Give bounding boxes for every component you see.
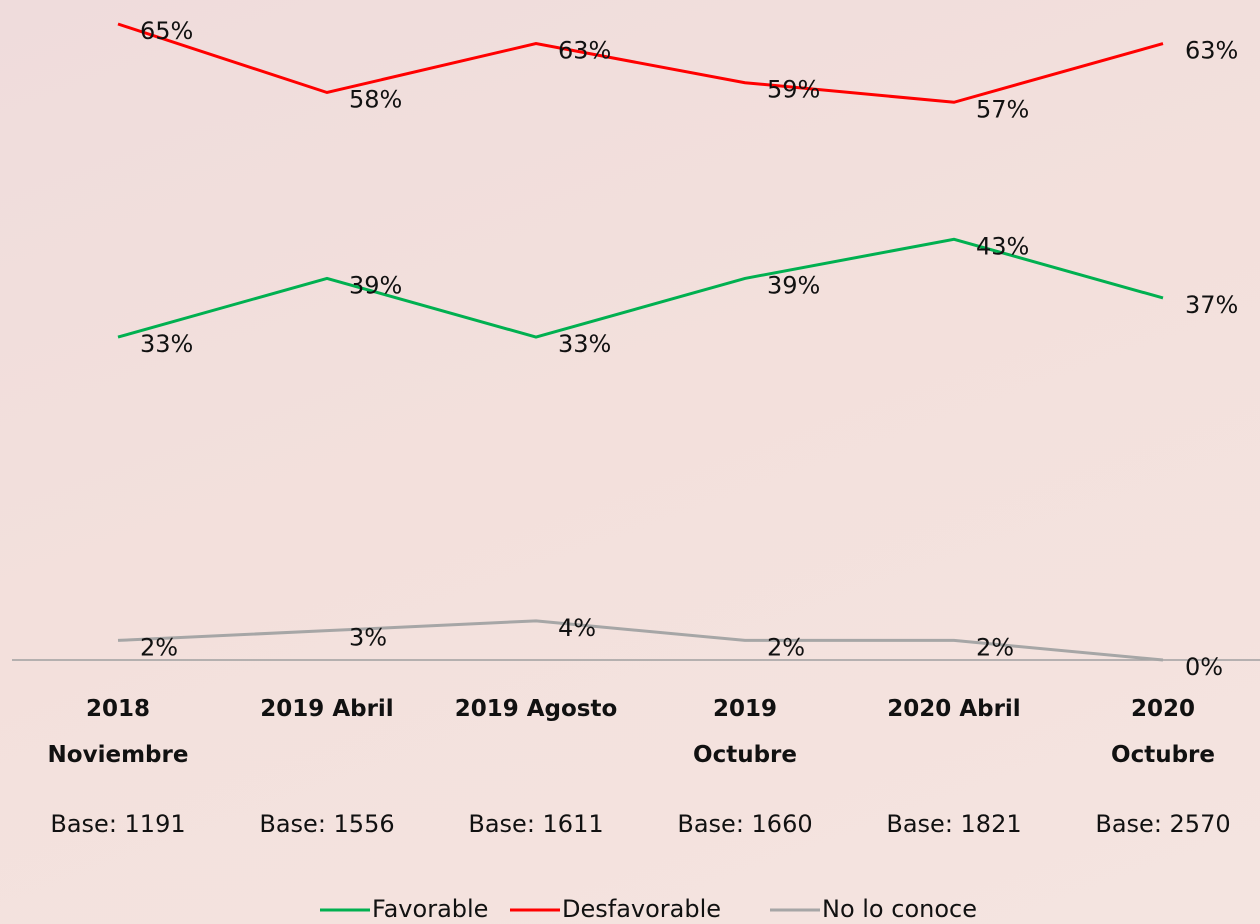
value-label: 37% (1185, 291, 1238, 319)
page: {"chart_data": {"type": "line", "categor… (0, 0, 1260, 924)
legend-item: No lo conoce (770, 895, 977, 923)
x-tick-label: 2019 Octubre (660, 686, 830, 778)
x-tick-label: 2020 Abril (869, 686, 1039, 732)
value-label: 33% (140, 330, 193, 358)
value-label: 2% (140, 633, 178, 661)
legend-item: Desfavorable (510, 895, 721, 923)
chart: Base: 1191 Base: 1556 Base: 1611 Base: 1660… (0, 0, 1260, 924)
value-label: 2% (976, 633, 1014, 661)
value-label: 4% (558, 614, 596, 642)
x-tick-label: 2018 Noviembre (33, 686, 203, 778)
base-label: Base: 1191 (50, 810, 185, 838)
value-label: 39% (767, 271, 820, 299)
base-label: Base: 2570 (1095, 810, 1230, 838)
value-label: 39% (349, 271, 402, 299)
value-label: 33% (558, 330, 611, 358)
value-label: 2% (767, 633, 805, 661)
legend-item: Favorable (320, 895, 488, 923)
value-label: 63% (558, 37, 611, 65)
x-tick-label: 2019 Agosto (451, 686, 621, 732)
value-label: 58% (349, 85, 402, 113)
value-label: 65% (140, 17, 193, 45)
legend-label: Favorable (372, 895, 488, 923)
legend-label: Desfavorable (562, 895, 721, 923)
value-label: 57% (976, 95, 1029, 123)
value-label: 43% (976, 232, 1029, 260)
x-tick-label: 2020 Octubre (1078, 686, 1248, 778)
value-label: 63% (1185, 37, 1238, 65)
base-label: Base: 1556 (259, 810, 394, 838)
value-label: 59% (767, 76, 820, 104)
value-label: 0% (1185, 653, 1223, 681)
line (118, 24, 1163, 102)
x-tick-label: 2019 Abril (242, 686, 412, 732)
base-label: Base: 1821 (886, 810, 1021, 838)
legend-label: No lo conoce (822, 895, 977, 923)
base-label: Base: 1611 (468, 810, 603, 838)
base-label: Base: 1660 (677, 810, 812, 838)
value-label: 3% (349, 624, 387, 652)
